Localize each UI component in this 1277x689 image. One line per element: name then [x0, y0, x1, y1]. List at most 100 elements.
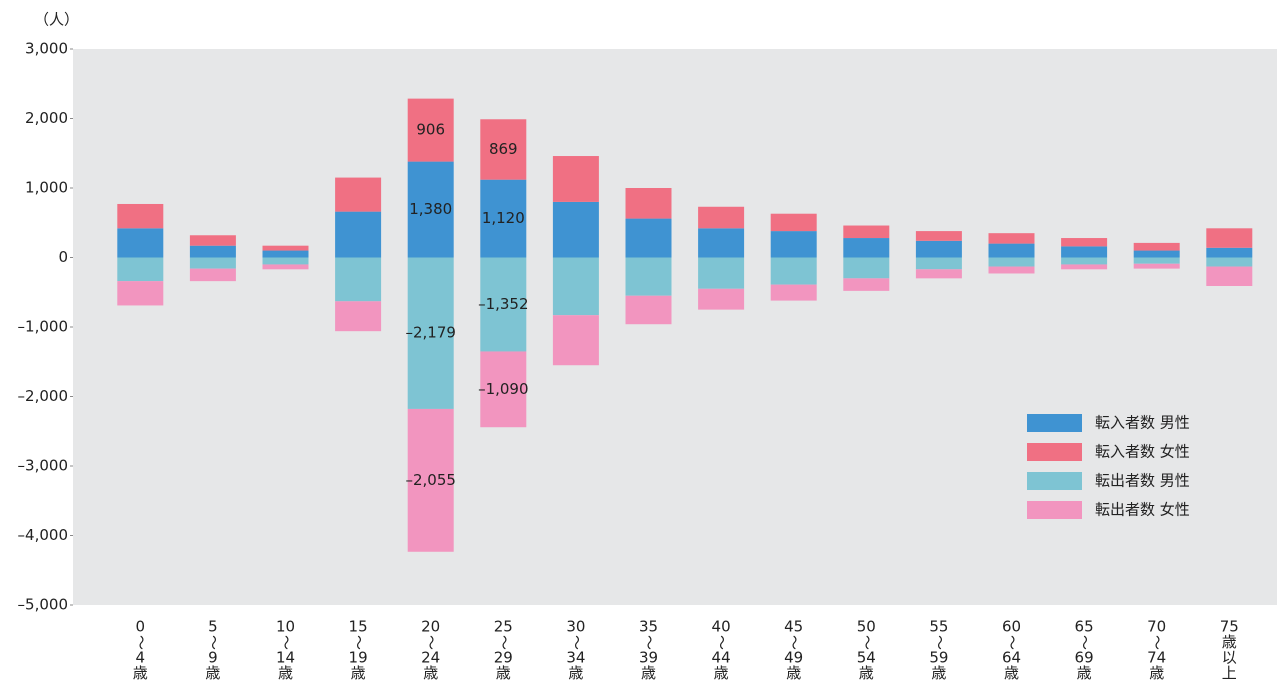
bar-segment	[189, 235, 236, 246]
bar-segment	[1133, 242, 1180, 251]
x-tick-label: 〜	[350, 635, 368, 650]
x-tick-label: 9	[208, 649, 218, 667]
x-tick-label: 〜	[1148, 635, 1166, 650]
x-tick-label: 15	[349, 618, 368, 636]
legend-swatch	[1027, 472, 1082, 490]
bar-segment	[915, 231, 962, 241]
bar-segment	[407, 408, 454, 552]
x-tick-label: 〜	[277, 635, 295, 650]
x-tick-label: 歳	[1004, 664, 1019, 682]
x-tick-label: 〜	[785, 635, 803, 650]
x-tick-label: 45	[784, 618, 803, 636]
bar-segment	[915, 257, 962, 270]
bar-segment	[189, 268, 236, 282]
x-tick-label: 74	[1147, 649, 1166, 667]
bar-segment	[407, 161, 454, 258]
bar-segment	[480, 257, 527, 352]
x-tick-label: 65	[1075, 618, 1094, 636]
x-tick-label: 歳	[423, 664, 438, 682]
bar-segment	[1133, 263, 1180, 269]
legend-label: 転入者数 男性	[1095, 414, 1190, 432]
y-tick-label: –4,000	[18, 526, 68, 544]
x-tick-label: 上	[1222, 664, 1237, 682]
bar-segment	[988, 257, 1035, 267]
y-axis-unit: （人）	[34, 11, 79, 29]
bar-segment	[1206, 257, 1253, 267]
x-tick-label: 30	[566, 618, 585, 636]
x-tick-label: 25	[494, 618, 513, 636]
x-tick-label: 54	[857, 649, 876, 667]
value-label: 1,380	[409, 200, 452, 218]
legend-label: 転出者数 女性	[1095, 501, 1190, 519]
bar-segment	[117, 257, 164, 282]
x-tick-label: 〜	[1076, 635, 1094, 650]
legend-swatch	[1027, 414, 1082, 432]
x-tick-label: 39	[639, 649, 658, 667]
x-tick-label: 歳	[133, 664, 148, 682]
x-tick-label: 0	[136, 618, 146, 636]
value-label: –1,352	[478, 295, 528, 313]
bar-segment	[335, 257, 382, 302]
x-tick-label: 以	[1222, 649, 1237, 667]
bar-segment	[189, 245, 236, 258]
bar-segment	[262, 264, 309, 270]
value-label: –2,179	[405, 324, 455, 342]
bar-segment	[843, 257, 890, 279]
x-tick-label: 14	[276, 649, 295, 667]
x-tick-label: 70	[1147, 618, 1166, 636]
x-tick-label: 歳	[496, 664, 511, 682]
value-label: 869	[489, 140, 518, 158]
y-tick-label: –1,000	[18, 318, 68, 336]
bar-segment	[552, 201, 599, 258]
x-tick-label: 29	[494, 649, 513, 667]
x-tick-label: 〜	[713, 635, 731, 650]
x-tick-label: 〜	[930, 635, 948, 650]
bar-segment	[843, 278, 890, 291]
bar-segment	[988, 233, 1035, 244]
bar-segment	[552, 156, 599, 202]
bar-segment	[770, 213, 817, 232]
bar-segment	[189, 257, 236, 269]
x-tick-label: 歳	[714, 664, 729, 682]
bar-segment	[335, 211, 382, 258]
bar-segment	[770, 231, 817, 258]
bar-segment	[988, 243, 1035, 258]
x-tick-label: 35	[639, 618, 658, 636]
bar-segment	[843, 238, 890, 258]
bar-segment	[698, 206, 745, 229]
x-tick-label: 〜	[640, 635, 658, 650]
x-tick-label: 〜	[495, 635, 513, 650]
bar-segment	[1206, 266, 1253, 286]
bar-segment	[407, 98, 454, 162]
x-tick-label: 44	[712, 649, 731, 667]
y-tick-label: 1,000	[25, 179, 68, 197]
x-tick-label: 歳	[1222, 633, 1237, 651]
x-tick-label: 20	[421, 618, 440, 636]
bar-segment	[770, 257, 817, 285]
x-tick-label: 歳	[351, 664, 366, 682]
x-tick-label: 55	[929, 618, 948, 636]
bar-segment	[1061, 257, 1108, 265]
bar-segment	[625, 295, 672, 325]
x-tick-label: 歳	[786, 664, 801, 682]
bar-segment	[117, 281, 164, 306]
bar-segment	[1206, 228, 1253, 248]
legend-swatch	[1027, 501, 1082, 519]
bar-segment	[625, 257, 672, 296]
bar-segment	[698, 257, 745, 289]
legend-label: 転出者数 男性	[1095, 472, 1190, 490]
bar-segment	[988, 266, 1035, 274]
x-tick-label: 〜	[132, 635, 150, 650]
bar-segment	[770, 284, 817, 301]
x-tick-label: 歳	[205, 664, 220, 682]
bar-segment	[117, 228, 164, 258]
bar-segment	[1206, 247, 1253, 258]
legend-swatch	[1027, 443, 1082, 461]
x-tick-label: 歳	[859, 664, 874, 682]
x-tick-label: 40	[712, 618, 731, 636]
x-tick-label: 4	[136, 649, 146, 667]
bar-segment	[698, 228, 745, 258]
x-tick-label: 〜	[422, 635, 440, 650]
x-tick-label: 歳	[278, 664, 293, 682]
